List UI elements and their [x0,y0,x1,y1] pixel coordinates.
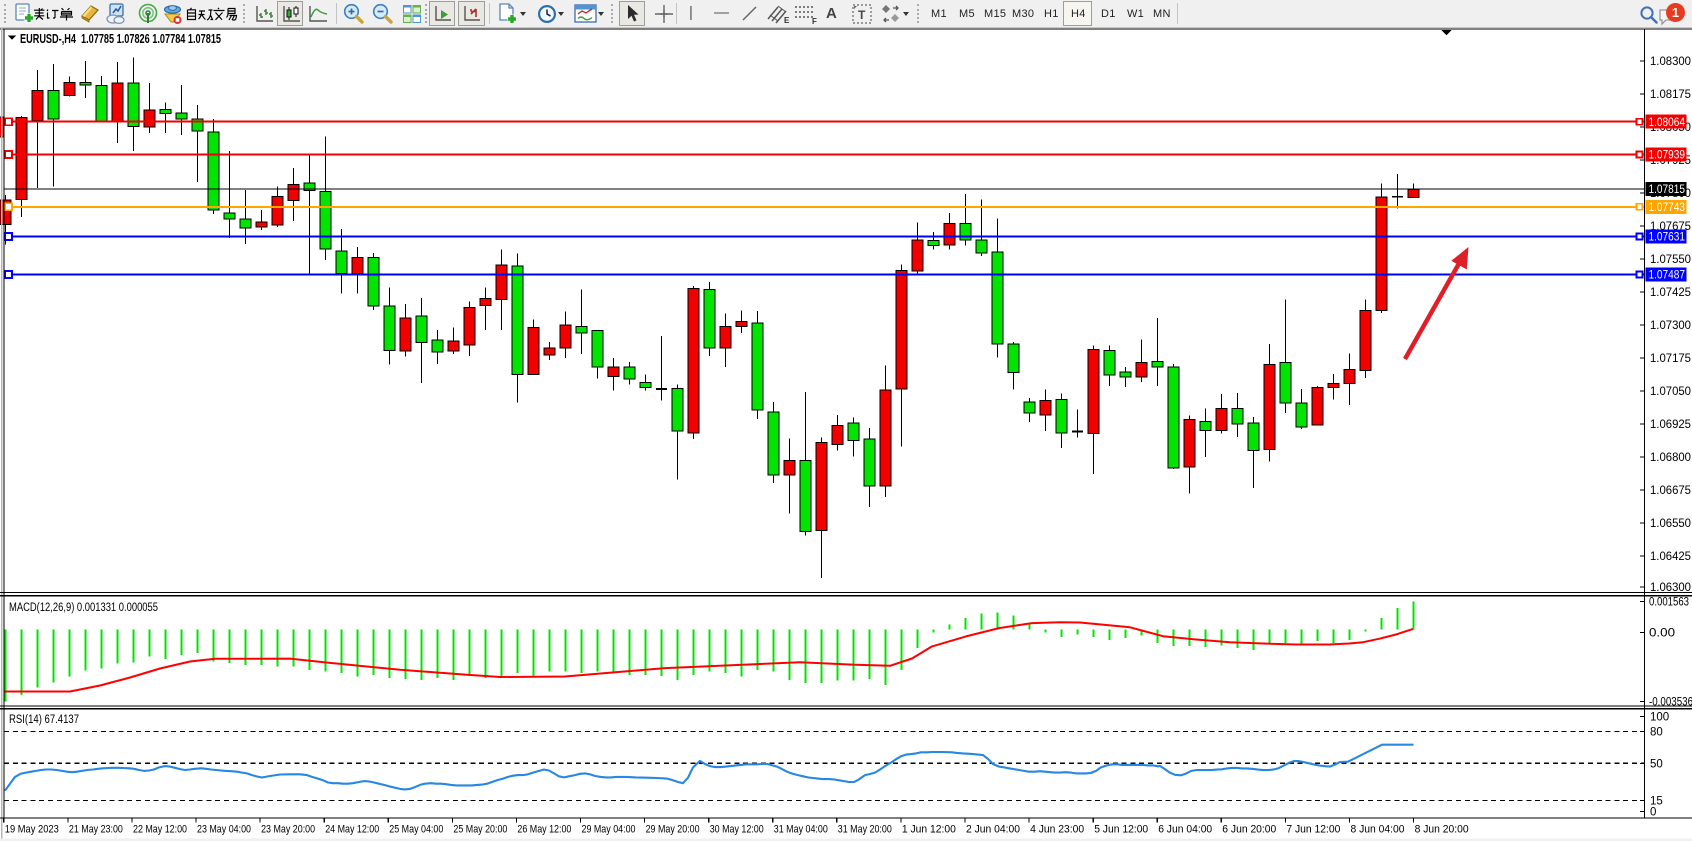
svg-text:19 May 2023: 19 May 2023 [5,824,59,836]
svg-text:1.07425: 1.07425 [1650,287,1691,299]
svg-text:1.06800: 1.06800 [1650,452,1691,464]
svg-text:EURUSD-,H4 1.07785 1.07826 1.: EURUSD-,H4 1.07785 1.07826 1.07784 1.078… [20,32,221,46]
svg-text:1.06675: 1.06675 [1650,485,1691,497]
svg-text:1.07743: 1.07743 [1649,202,1686,214]
svg-text:0.001563: 0.001563 [1649,597,1689,609]
svg-text:1.06300: 1.06300 [1650,582,1691,594]
svg-text:7 Jun 12:00: 7 Jun 12:00 [1286,824,1340,836]
svg-text:T: T [858,8,866,22]
svg-text:25 May 04:00: 25 May 04:00 [389,824,443,836]
svg-text:80: 80 [1650,726,1663,738]
svg-text:8 Jun 04:00: 8 Jun 04:00 [1351,824,1405,836]
svg-text:23 May 04:00: 23 May 04:00 [197,824,251,836]
svg-text:1.07815: 1.07815 [1649,184,1686,196]
svg-text:4 Jun 23:00: 4 Jun 23:00 [1030,824,1084,836]
svg-text:MACD(12,26,9) 0.001331 0.00005: MACD(12,26,9) 0.001331 0.000055 [9,602,158,614]
svg-text:25 May 20:00: 25 May 20:00 [453,824,507,836]
svg-text:1.06425: 1.06425 [1650,551,1691,563]
svg-text:26 May 12:00: 26 May 12:00 [517,824,571,836]
svg-text:2 Jun 04:00: 2 Jun 04:00 [966,824,1020,836]
svg-text:F: F [812,17,817,25]
svg-text:1.06550: 1.06550 [1650,518,1691,530]
svg-text:100: 100 [1650,712,1669,724]
svg-text:31 May 04:00: 31 May 04:00 [774,824,828,836]
svg-text:1.08300: 1.08300 [1650,56,1691,68]
svg-text:E: E [784,16,790,25]
svg-text:29 May 20:00: 29 May 20:00 [646,824,700,836]
svg-text:23 May 20:00: 23 May 20:00 [261,824,315,836]
svg-text:30 May 12:00: 30 May 12:00 [710,824,764,836]
svg-text:50: 50 [1650,758,1663,770]
svg-text:29 May 04:00: 29 May 04:00 [582,824,636,836]
svg-text:1.08064: 1.08064 [1649,117,1686,129]
svg-text:8 Jun 20:00: 8 Jun 20:00 [1415,824,1469,836]
svg-text:-0.003536: -0.003536 [1649,697,1692,709]
svg-text:1 Jun 12:00: 1 Jun 12:00 [902,824,956,836]
svg-text:24 May 12:00: 24 May 12:00 [325,824,379,836]
svg-text:0: 0 [1650,807,1656,819]
svg-text:5 Jun 12:00: 5 Jun 12:00 [1094,824,1148,836]
svg-text:0.00: 0.00 [1649,628,1675,640]
svg-text:1.07631: 1.07631 [1649,232,1686,244]
svg-text:6 Jun 20:00: 6 Jun 20:00 [1222,824,1276,836]
svg-text:6 Jun 04:00: 6 Jun 04:00 [1158,824,1212,836]
svg-text:1.07939: 1.07939 [1649,150,1686,162]
svg-text:RSI(14) 67.4137: RSI(14) 67.4137 [9,714,79,726]
svg-text:1.07050: 1.07050 [1650,386,1691,398]
svg-text:1.07300: 1.07300 [1650,320,1691,332]
svg-text:1.08175: 1.08175 [1650,89,1691,101]
svg-text:1.07487: 1.07487 [1649,270,1686,282]
svg-text:22 May 12:00: 22 May 12:00 [133,824,187,836]
svg-text:1.06925: 1.06925 [1650,419,1691,431]
svg-text:31 May 20:00: 31 May 20:00 [838,824,892,836]
svg-text:15: 15 [1650,796,1663,808]
svg-text:1.07550: 1.07550 [1650,254,1691,266]
svg-text:1.07175: 1.07175 [1650,353,1691,365]
svg-text:21 May 23:00: 21 May 23:00 [69,824,123,836]
